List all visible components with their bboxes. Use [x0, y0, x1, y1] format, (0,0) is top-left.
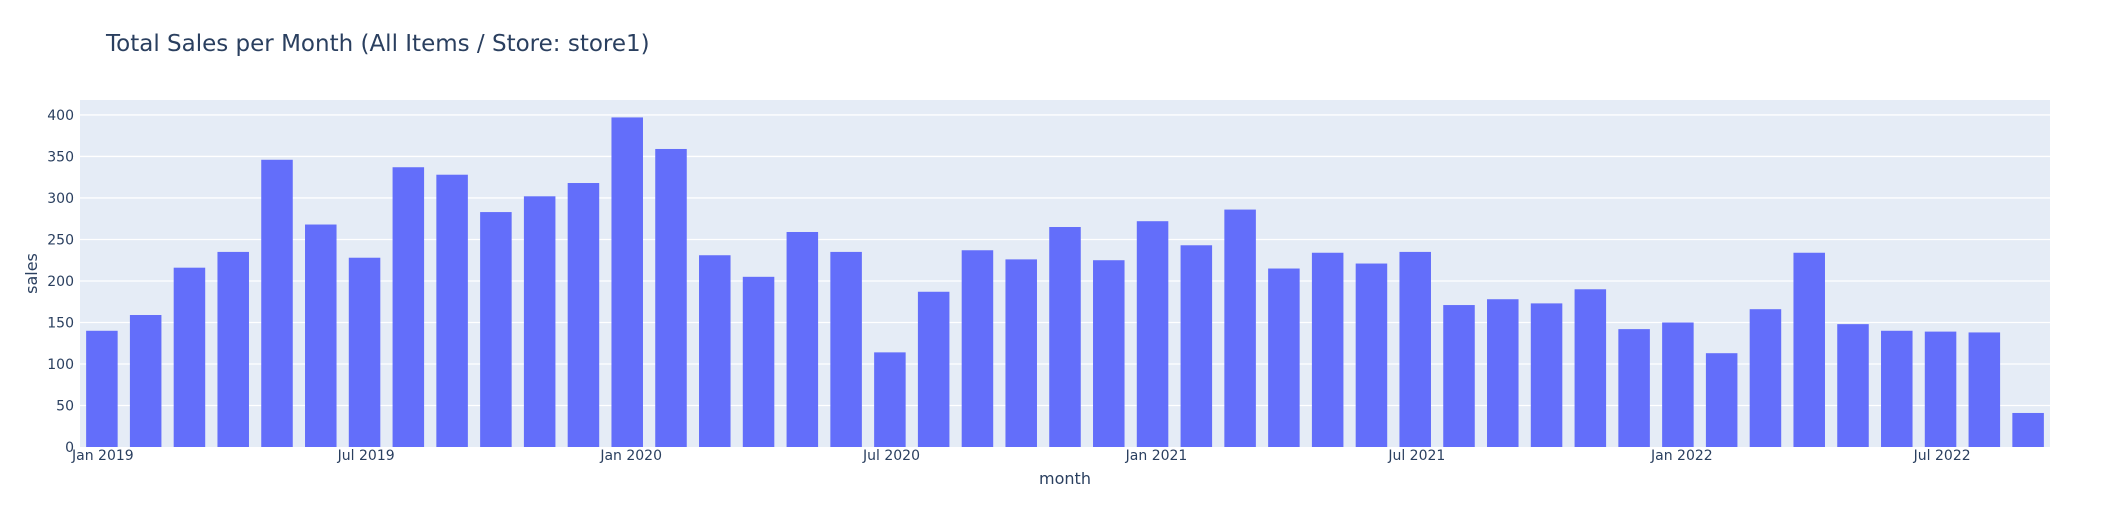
bar-2019-03[interactable] — [173, 267, 206, 447]
bar-2022-06[interactable] — [1881, 330, 1913, 447]
y-tick-label: 0 — [65, 440, 74, 456]
bars — [86, 117, 2044, 448]
bar-2019-04[interactable] — [217, 251, 249, 447]
y-tick-label: 300 — [47, 191, 74, 207]
bar-2020-01[interactable] — [611, 117, 643, 447]
bar-2019-07[interactable] — [348, 257, 381, 447]
bar-2021-11[interactable] — [1574, 289, 1607, 447]
y-tick-label: 250 — [47, 232, 74, 248]
y-axis-ticks: 0 50 100 150 200 250 300 350 400 — [47, 108, 74, 456]
x-tick-label: Jul 2019 — [337, 448, 395, 464]
y-tick-label: 200 — [47, 274, 74, 290]
bar-2020-11[interactable] — [1049, 227, 1081, 447]
bar-2020-12[interactable] — [1093, 260, 1125, 447]
bar-2021-06[interactable] — [1355, 263, 1388, 447]
y-tick-label: 400 — [47, 108, 74, 124]
bar-2021-04[interactable] — [1268, 268, 1300, 447]
x-tick-label: Jul 2021 — [1387, 448, 1445, 464]
bar-2020-04[interactable] — [742, 276, 775, 447]
bar-2021-01[interactable] — [1136, 221, 1169, 447]
bar-2019-06[interactable] — [305, 224, 337, 447]
bar-2021-02[interactable] — [1180, 245, 1213, 447]
bar-2021-10[interactable] — [1530, 303, 1563, 447]
bar-2020-06[interactable] — [830, 251, 862, 447]
bar-2019-12[interactable] — [567, 183, 600, 448]
bar-2021-05[interactable] — [1311, 252, 1344, 447]
bar-2022-07[interactable] — [1924, 331, 1957, 447]
y-tick-label: 50 — [56, 398, 74, 414]
bar-2019-02[interactable] — [129, 315, 162, 447]
bar-2020-03[interactable] — [699, 255, 731, 447]
bar-2019-05[interactable] — [261, 159, 293, 448]
bar-2022-03[interactable] — [1749, 309, 1782, 447]
bar-2020-07[interactable] — [874, 352, 906, 447]
bar-2019-09[interactable] — [436, 174, 468, 447]
bar-2020-09[interactable] — [961, 250, 994, 447]
bar-2020-05[interactable] — [786, 231, 819, 447]
x-tick-label: Jan 2021 — [1125, 448, 1188, 464]
bar-2022-08[interactable] — [1968, 332, 2001, 447]
bar-2019-01[interactable] — [86, 330, 118, 447]
bar-2021-07[interactable] — [1399, 251, 1431, 447]
bar-2019-08[interactable] — [392, 167, 425, 447]
chart-title: Total Sales per Month (All Items / Store… — [105, 31, 650, 57]
bar-2022-05[interactable] — [1837, 324, 1869, 447]
bar-2019-11[interactable] — [523, 196, 556, 447]
bar-2021-03[interactable] — [1224, 209, 1256, 447]
bar-2022-02[interactable] — [1705, 353, 1738, 447]
y-tick-label: 100 — [47, 357, 74, 373]
bar-2019-10[interactable] — [480, 212, 512, 447]
x-tick-label: Jan 2022 — [1650, 448, 1713, 464]
y-axis-title: sales — [22, 253, 41, 294]
bar-2020-08[interactable] — [917, 291, 950, 447]
bar-2022-09[interactable] — [2012, 412, 2044, 447]
x-tick-label: Jul 2022 — [1913, 448, 1971, 464]
y-tick-label: 350 — [47, 149, 74, 165]
bar-2021-09[interactable] — [1487, 299, 1519, 447]
bar-2020-10[interactable] — [1005, 259, 1037, 447]
bar-2022-01[interactable] — [1662, 322, 1694, 447]
bar-2020-02[interactable] — [655, 148, 687, 448]
bar-2021-08[interactable] — [1443, 305, 1475, 447]
x-axis-title: month — [1039, 469, 1091, 488]
x-tick-label: Jan 2019 — [71, 448, 134, 464]
x-axis-ticks: Jan 2019 Jul 2019 Jan 2020 Jul 2020 Jan 2021… — [71, 448, 1971, 464]
bar-2022-04[interactable] — [1793, 252, 1825, 447]
bar-2021-12[interactable] — [1618, 329, 1650, 447]
x-tick-label: Jul 2020 — [862, 448, 920, 464]
y-tick-label: 150 — [47, 315, 74, 331]
x-tick-label: Jan 2020 — [599, 448, 662, 464]
